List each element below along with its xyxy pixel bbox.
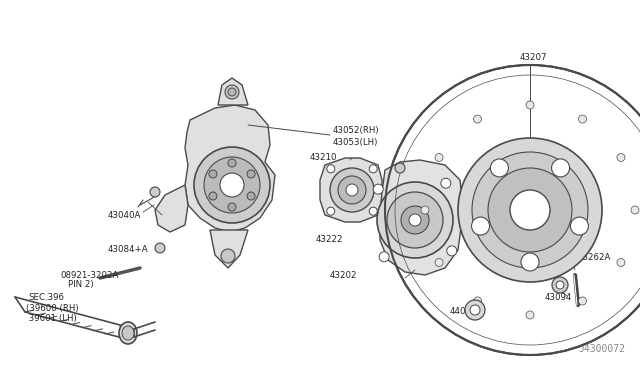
Text: 44098M: 44098M — [450, 308, 485, 317]
Text: (39600 (RH): (39600 (RH) — [26, 304, 79, 312]
Text: 39601 (LH): 39601 (LH) — [26, 314, 77, 323]
Circle shape — [490, 159, 508, 177]
Circle shape — [579, 297, 586, 305]
Circle shape — [521, 253, 539, 271]
Text: J4300072: J4300072 — [578, 344, 625, 354]
Text: 43040A: 43040A — [108, 211, 141, 219]
Circle shape — [150, 187, 160, 197]
Circle shape — [526, 101, 534, 109]
Circle shape — [488, 168, 572, 252]
Circle shape — [470, 305, 480, 315]
Ellipse shape — [225, 85, 239, 99]
Circle shape — [209, 192, 217, 200]
Circle shape — [369, 165, 377, 173]
Circle shape — [247, 192, 255, 200]
Text: 43202: 43202 — [330, 270, 358, 279]
Circle shape — [556, 281, 564, 289]
Circle shape — [369, 207, 377, 215]
Circle shape — [155, 243, 165, 253]
Circle shape — [346, 184, 358, 196]
Text: 43262A: 43262A — [578, 253, 611, 263]
Circle shape — [552, 159, 570, 177]
Circle shape — [474, 297, 481, 305]
Circle shape — [465, 300, 485, 320]
Text: 43222: 43222 — [316, 235, 344, 244]
Polygon shape — [210, 230, 248, 268]
Circle shape — [373, 184, 383, 194]
Circle shape — [327, 207, 335, 215]
Circle shape — [385, 65, 640, 355]
Circle shape — [247, 170, 255, 178]
Circle shape — [387, 192, 443, 248]
Ellipse shape — [122, 326, 134, 340]
Text: 43094: 43094 — [545, 294, 572, 302]
Ellipse shape — [221, 249, 235, 263]
Circle shape — [379, 252, 389, 262]
Circle shape — [447, 246, 457, 256]
Text: 43210: 43210 — [310, 153, 337, 161]
Text: 43207: 43207 — [520, 52, 547, 61]
Circle shape — [617, 154, 625, 161]
Circle shape — [220, 173, 244, 197]
Circle shape — [570, 217, 588, 235]
Text: PIN 2): PIN 2) — [68, 280, 93, 289]
Circle shape — [458, 138, 602, 282]
Circle shape — [441, 178, 451, 188]
Circle shape — [474, 115, 481, 123]
Circle shape — [204, 157, 260, 213]
Circle shape — [338, 176, 366, 204]
Polygon shape — [320, 158, 382, 222]
Circle shape — [409, 214, 421, 226]
Circle shape — [401, 206, 429, 234]
Text: SEC.396: SEC.396 — [28, 294, 64, 302]
Circle shape — [377, 182, 453, 258]
Text: 43084+A: 43084+A — [108, 246, 148, 254]
Circle shape — [228, 159, 236, 167]
Circle shape — [395, 163, 405, 173]
Ellipse shape — [119, 322, 137, 344]
Circle shape — [631, 206, 639, 214]
Circle shape — [330, 168, 374, 212]
Polygon shape — [185, 105, 275, 232]
Circle shape — [435, 154, 443, 161]
Polygon shape — [218, 78, 248, 105]
Text: 08921-3202A: 08921-3202A — [60, 270, 118, 279]
Polygon shape — [155, 185, 188, 232]
Polygon shape — [380, 160, 462, 275]
Circle shape — [228, 203, 236, 211]
Ellipse shape — [228, 88, 236, 96]
Text: 43053(LH): 43053(LH) — [333, 138, 378, 147]
Circle shape — [552, 277, 568, 293]
Circle shape — [579, 115, 586, 123]
Circle shape — [510, 190, 550, 230]
Circle shape — [327, 165, 335, 173]
Circle shape — [617, 259, 625, 266]
Circle shape — [194, 147, 270, 223]
Circle shape — [472, 152, 588, 268]
Circle shape — [472, 217, 490, 235]
Circle shape — [526, 311, 534, 319]
Text: 43052(RH): 43052(RH) — [333, 125, 380, 135]
Circle shape — [435, 259, 443, 266]
Circle shape — [209, 170, 217, 178]
Circle shape — [421, 206, 429, 214]
